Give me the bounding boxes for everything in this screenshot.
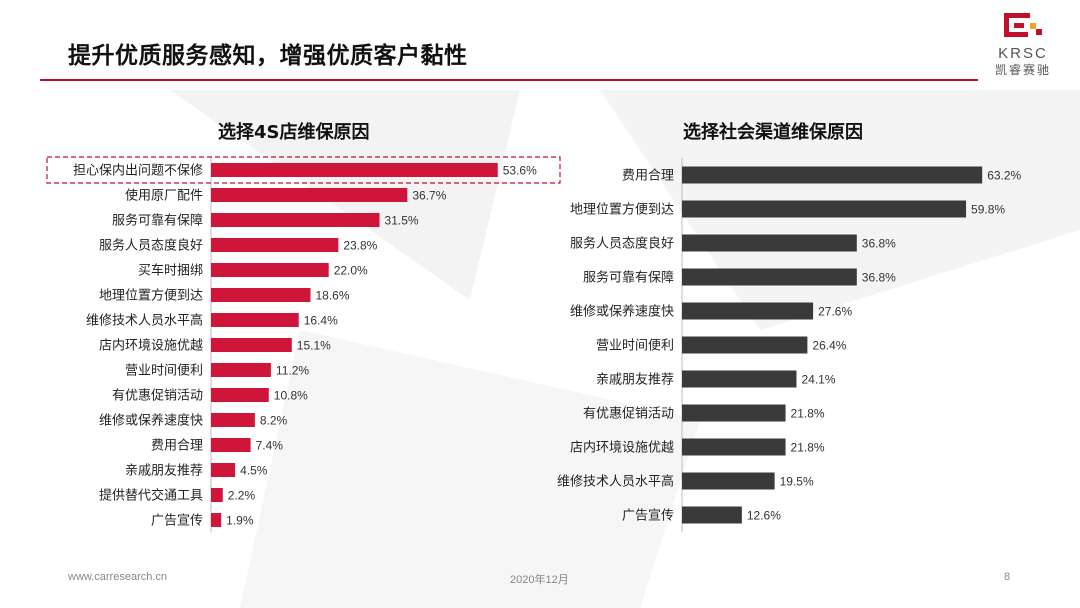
left-bar	[211, 263, 329, 277]
left-value-label: 16.4%	[304, 314, 338, 328]
left-category-label: 买车时捆绑	[138, 263, 203, 279]
left-value-label: 23.8%	[343, 239, 377, 253]
left-category-label: 维修或保养速度快	[99, 413, 203, 429]
left-bar	[211, 313, 299, 327]
left-category-label: 担心保内出问题不保修	[73, 163, 203, 179]
right-value-label: 21.8%	[791, 407, 825, 421]
right-category-label: 营业时间便利	[596, 339, 674, 354]
right-value-label: 59.8%	[971, 203, 1005, 217]
left-chart-title: 选择4S店维保原因	[218, 122, 370, 143]
left-category-label: 费用合理	[151, 439, 203, 454]
right-category-label: 服务可靠有保障	[583, 270, 674, 286]
left-bar	[211, 338, 292, 352]
right-chart-title: 选择社会渠道维保原因	[683, 122, 863, 143]
left-bar	[211, 363, 271, 377]
right-value-label: 24.1%	[801, 373, 835, 387]
left-value-label: 7.4%	[256, 439, 284, 453]
left-value-label: 18.6%	[316, 289, 350, 303]
left-category-label: 有优惠促销活动	[112, 389, 203, 404]
left-category-label: 使用原厂配件	[125, 188, 203, 204]
left-category-label: 维修技术人员水平高	[86, 313, 203, 329]
left-bar	[211, 288, 311, 302]
right-value-label: 19.5%	[780, 475, 814, 489]
right-bar	[682, 472, 775, 490]
left-value-label: 2.2%	[228, 489, 256, 503]
left-bar	[211, 388, 269, 402]
right-bar	[682, 506, 742, 524]
left-value-label: 22.0%	[334, 264, 368, 278]
left-bar	[211, 488, 223, 502]
right-value-label: 27.6%	[818, 305, 852, 319]
right-value-label: 26.4%	[812, 339, 846, 353]
right-bar	[682, 438, 786, 456]
right-bar	[682, 268, 857, 286]
footer-date: 2020年12月	[510, 574, 569, 586]
left-category-label: 服务可靠有保障	[112, 213, 203, 229]
krsc-logo-icon	[1004, 13, 1042, 37]
left-value-label: 10.8%	[274, 389, 308, 403]
left-category-label: 营业时间便利	[125, 364, 203, 379]
left-value-label: 53.6%	[503, 164, 537, 178]
left-bar	[211, 513, 222, 527]
footer-page-number: 8	[1004, 571, 1011, 583]
left-value-label: 1.9%	[226, 514, 254, 528]
left-bar	[211, 238, 339, 252]
left-value-label: 15.1%	[297, 339, 331, 353]
right-category-label: 广告宣传	[622, 508, 674, 524]
left-bar	[211, 213, 380, 227]
left-bar	[211, 188, 408, 202]
right-value-label: 21.8%	[791, 441, 825, 455]
right-bar	[682, 166, 983, 184]
left-category-label: 地理位置方便到达	[99, 288, 203, 304]
left-value-label: 36.7%	[412, 189, 446, 203]
left-value-label: 11.2%	[276, 364, 309, 378]
left-category-label: 亲戚朋友推荐	[125, 463, 203, 479]
left-category-label: 店内环境设施优越	[99, 338, 203, 354]
left-bar	[211, 163, 498, 177]
right-bar	[682, 200, 967, 218]
left-highlight-box	[46, 156, 561, 184]
right-category-label: 服务人员态度良好	[570, 236, 674, 252]
right-category-label: 费用合理	[622, 169, 674, 184]
right-category-label: 店内环境设施优越	[570, 440, 674, 456]
left-value-label: 31.5%	[385, 214, 419, 228]
logo-wordmark: KRSC	[998, 45, 1048, 62]
right-category-label: 有优惠促销活动	[583, 407, 674, 422]
right-category-label: 维修或保养速度快	[570, 304, 674, 320]
right-value-label: 36.8%	[862, 237, 896, 251]
left-bar	[211, 463, 236, 477]
left-category-label: 提供替代交通工具	[99, 488, 203, 504]
right-value-label: 63.2%	[987, 169, 1021, 183]
footer-website: www.carresearch.cn	[68, 571, 168, 583]
left-value-label: 8.2%	[260, 414, 288, 428]
left-value-label: 4.5%	[240, 464, 268, 478]
left-category-label: 服务人员态度良好	[99, 238, 203, 254]
right-bar	[682, 302, 814, 320]
left-bar	[211, 413, 255, 427]
right-category-label: 亲戚朋友推荐	[596, 372, 674, 388]
title-underline	[40, 79, 978, 81]
left-bar	[211, 438, 251, 452]
right-value-label: 36.8%	[862, 271, 896, 285]
left-category-label: 广告宣传	[151, 513, 203, 529]
right-bar	[682, 404, 786, 422]
logo-chinese-name: 凯睿赛驰	[994, 63, 1051, 77]
slide-title: 提升优质服务感知，增强优质客户黏性	[68, 43, 468, 69]
right-value-label: 12.6%	[747, 509, 781, 523]
right-bar	[682, 234, 857, 252]
right-bar	[682, 336, 808, 354]
right-bar	[682, 370, 797, 388]
right-category-label: 地理位置方便到达	[570, 202, 674, 218]
right-category-label: 维修技术人员水平高	[557, 474, 674, 490]
